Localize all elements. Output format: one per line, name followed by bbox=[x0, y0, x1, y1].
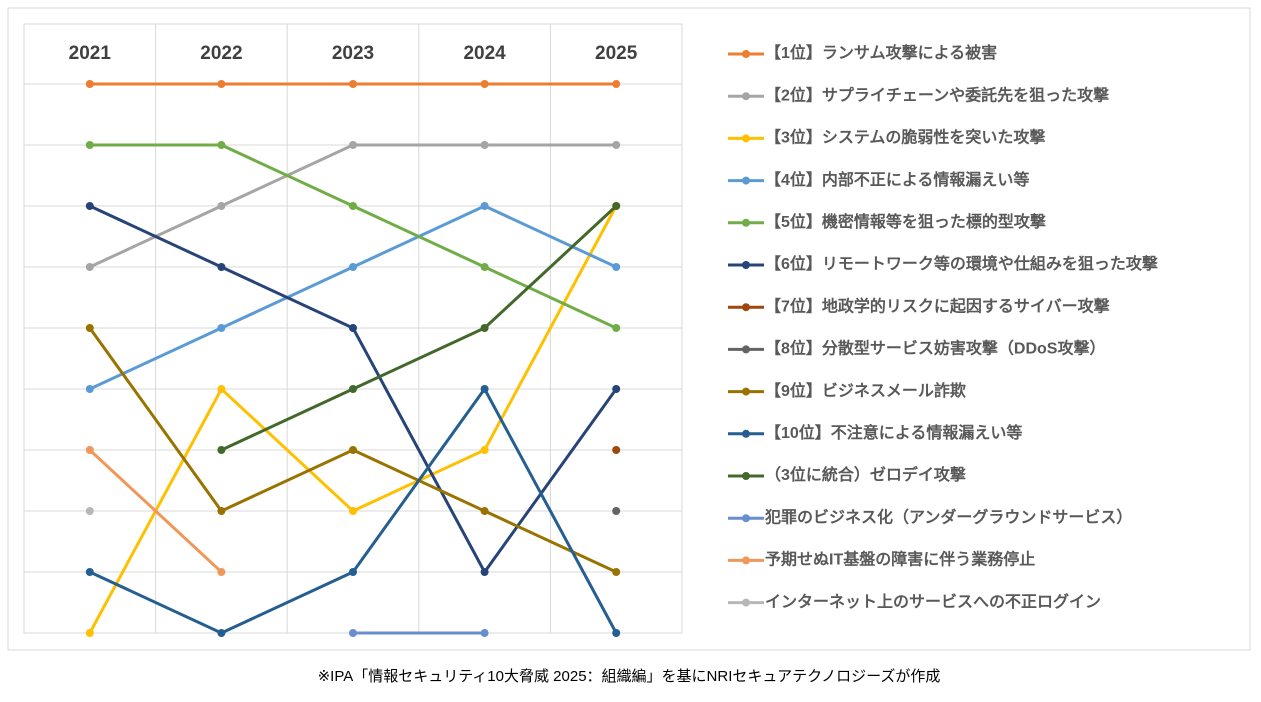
data-point bbox=[85, 141, 94, 149]
legend-label: （3位に統合）ゼロデイ攻撃 bbox=[765, 465, 966, 484]
data-point bbox=[612, 385, 621, 393]
x-tick-label: 2024 bbox=[463, 43, 506, 64]
legend-swatch bbox=[742, 556, 750, 565]
data-point bbox=[480, 263, 489, 271]
data-point bbox=[480, 385, 489, 393]
data-point bbox=[480, 568, 489, 576]
legend-swatch bbox=[742, 50, 750, 58]
data-point bbox=[480, 446, 489, 454]
data-point bbox=[480, 629, 489, 637]
legend-swatch bbox=[742, 429, 750, 438]
data-point bbox=[349, 80, 357, 88]
data-point bbox=[349, 263, 357, 271]
legend-swatch bbox=[742, 514, 750, 523]
data-point bbox=[612, 141, 621, 149]
legend-label: 【6位】リモートワーク等の環境や仕組みを狙った攻撃 bbox=[765, 254, 1158, 273]
data-point bbox=[217, 629, 226, 637]
legend-swatch bbox=[742, 472, 750, 480]
legend-label: インターネット上のサービスへの不正ログイン bbox=[765, 592, 1101, 611]
data-point bbox=[85, 446, 94, 454]
data-point bbox=[349, 446, 357, 454]
legend-label: 【9位】ビジネスメール詐欺 bbox=[765, 381, 966, 400]
legend-swatch bbox=[742, 345, 750, 354]
legend-label: 【2位】サプライチェーンや委託先を狙った攻撃 bbox=[765, 85, 1109, 104]
data-point bbox=[612, 263, 621, 271]
data-point bbox=[480, 141, 489, 149]
data-point bbox=[612, 446, 621, 454]
data-point bbox=[612, 507, 621, 515]
data-point bbox=[85, 263, 94, 271]
legend-label: 【8位】分散型サービス妨害攻撃（DDoS攻撃） bbox=[765, 339, 1105, 358]
series-line bbox=[220, 204, 618, 452]
data-point bbox=[217, 507, 226, 515]
legend-label: 【10位】不注意による情報漏えい等 bbox=[765, 423, 1022, 442]
data-point bbox=[217, 385, 226, 393]
legend-swatch bbox=[742, 598, 750, 607]
data-point bbox=[480, 80, 489, 88]
data-point bbox=[612, 202, 621, 210]
data-point bbox=[217, 202, 226, 210]
legend-swatch bbox=[742, 261, 750, 269]
source-note: ※IPA「情報セキュリティ10大脅威 2025：組織編」を基にNRIセキュアテク… bbox=[318, 668, 941, 685]
data-point bbox=[85, 507, 94, 515]
chart-frame bbox=[7, 7, 1251, 651]
data-point bbox=[217, 263, 226, 271]
data-point bbox=[480, 507, 489, 515]
data-point bbox=[85, 202, 94, 210]
data-point bbox=[217, 446, 226, 454]
legend-label: 【5位】機密情報等を狙った標的型攻撃 bbox=[765, 212, 1046, 231]
legend-label: 犯罪のビジネス化（アンダーグラウンドサービス） bbox=[764, 507, 1132, 526]
data-point bbox=[349, 629, 357, 637]
legend-label: 【7位】地政学的リスクに起因するサイバー攻撃 bbox=[765, 296, 1110, 315]
legend-label: 【4位】内部不正による情報漏えい等 bbox=[765, 170, 1029, 189]
legend-label: 【3位】システムの脆弱性を突いた攻撃 bbox=[765, 128, 1045, 147]
x-tick-label: 2021 bbox=[69, 43, 112, 64]
series-line bbox=[88, 448, 223, 574]
legend-swatch bbox=[742, 387, 750, 396]
data-point bbox=[612, 568, 621, 576]
data-point bbox=[217, 568, 226, 576]
data-point bbox=[85, 629, 94, 637]
data-point bbox=[349, 568, 357, 576]
data-point bbox=[85, 568, 94, 576]
data-point bbox=[349, 202, 357, 210]
legend-label: 予期せぬIT基盤の障害に伴う業務停止 bbox=[765, 550, 1035, 569]
data-point bbox=[85, 385, 94, 393]
data-point bbox=[480, 324, 489, 332]
x-tick-label: 2023 bbox=[332, 43, 374, 64]
data-point bbox=[217, 141, 226, 149]
data-point bbox=[612, 324, 621, 332]
data-point bbox=[217, 324, 226, 332]
data-point bbox=[612, 80, 621, 88]
legend-swatch bbox=[742, 176, 750, 185]
legend-swatch bbox=[742, 218, 750, 227]
x-tick-label: 2022 bbox=[200, 43, 242, 64]
data-point bbox=[612, 629, 621, 637]
data-point bbox=[349, 141, 357, 149]
data-point bbox=[85, 80, 94, 88]
data-point bbox=[217, 80, 226, 88]
legend-label: 【1位】ランサム攻撃による被害 bbox=[765, 43, 997, 62]
data-point bbox=[349, 324, 357, 332]
data-point bbox=[85, 324, 94, 332]
legend-swatch bbox=[742, 303, 750, 312]
data-point bbox=[349, 507, 357, 515]
data-point bbox=[480, 202, 489, 210]
legend-swatch bbox=[742, 92, 750, 101]
x-tick-label: 2025 bbox=[595, 43, 638, 64]
legend-swatch bbox=[742, 134, 750, 143]
data-point bbox=[349, 385, 357, 393]
